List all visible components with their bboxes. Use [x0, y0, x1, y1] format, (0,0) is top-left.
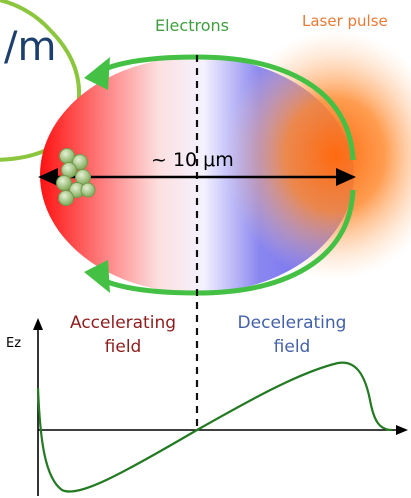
laser-pulse-label: Laser pulse — [302, 12, 388, 30]
decelerating-field-label-line1: Decelerating — [238, 313, 347, 333]
ez-axis-arrowhead — [33, 318, 43, 330]
decelerating-field-label-line2: field — [274, 337, 311, 357]
electron-flow-top-arrowhead — [84, 57, 110, 90]
electron-flow-bottom-arrowhead — [84, 260, 110, 293]
electron-bunch — [56, 148, 96, 206]
electron-flow-top-arc — [96, 54, 356, 161]
ez-axis-label: Ez — [6, 336, 21, 351]
size-arrow-left-head — [38, 168, 58, 186]
partial-unit-text: /m — [4, 24, 56, 70]
electron-flow-bottom-arc — [96, 189, 356, 296]
position-axis-arrowhead — [396, 425, 408, 435]
laser-pulse-glow — [225, 30, 411, 280]
size-label: ~ 10 μm — [151, 149, 234, 171]
accelerating-field-label-line1: Accelerating — [70, 313, 176, 333]
electrons-label: Electrons — [155, 16, 229, 35]
longitudinal-field-curve — [36, 361, 393, 493]
accelerating-field-label-line2: field — [105, 337, 142, 357]
size-arrow-right-head — [336, 168, 356, 186]
partial-ring — [0, 0, 82, 162]
